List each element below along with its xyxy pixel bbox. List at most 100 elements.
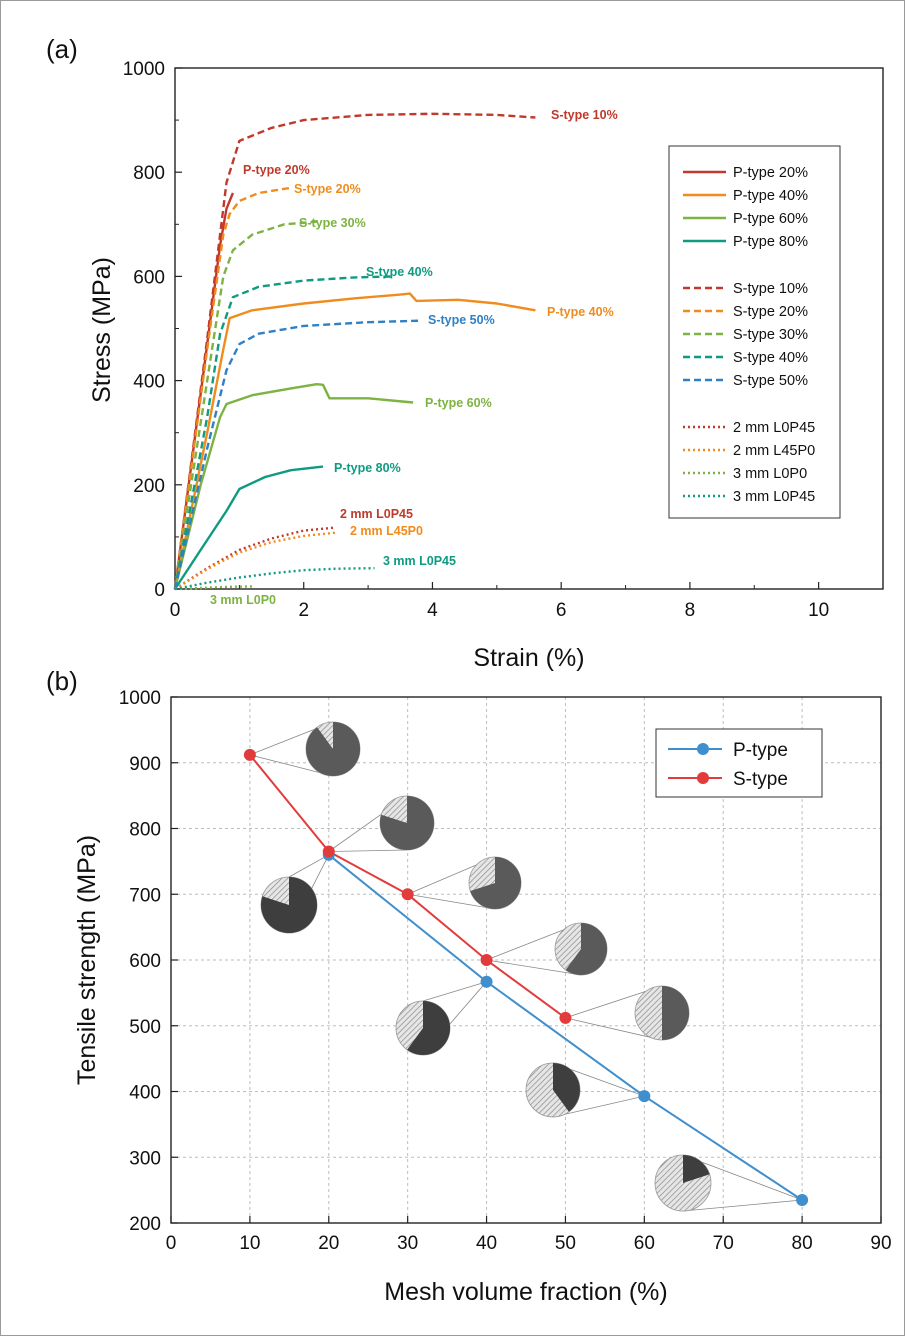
- curve-label: S-type 50%: [428, 313, 495, 327]
- point-s-type: [401, 888, 414, 901]
- curve-label: P-type 60%: [425, 396, 492, 410]
- panel-a-legend: P-type 20% P-type 40% P-type 60% P-type 80%…: [668, 145, 841, 519]
- curve-label: 2 mm L0P45: [340, 507, 413, 521]
- series-line-p-type: [328, 854, 803, 1201]
- x-tick-label: 6: [556, 600, 567, 621]
- inset-solid-sector: [470, 857, 522, 910]
- inset-solid-sector: [261, 877, 318, 934]
- x-tick-label: 20: [318, 1233, 339, 1254]
- legend-entry: S-type 10%: [733, 281, 808, 297]
- y-tick-label: 1000: [119, 688, 161, 709]
- curve-label: P-type 80%: [334, 461, 401, 475]
- curve-label: 3 mm L0P0: [210, 593, 276, 607]
- cross-section-insets: [249, 721, 803, 1212]
- x-tick-label: 10: [239, 1233, 260, 1254]
- legend-box: [655, 728, 823, 798]
- x-tick-label: 90: [870, 1233, 891, 1254]
- panel-b: (b) 200 300 400 500 600 700 800 900 1000 0 10 20 30 40…: [46, 666, 892, 1306]
- curve-p-type-80-: [173, 465, 324, 590]
- x-tick-label: 70: [713, 1233, 734, 1254]
- y-tick-label: 200: [133, 476, 165, 497]
- panel-a: (a) 0 200 400 600 800 1000 0 2 4 6 8 10 Strain (%) Str…: [46, 34, 884, 672]
- x-tick-label: 80: [792, 1233, 813, 1254]
- inset-leader: [552, 1095, 645, 1118]
- y-tick-label: 1000: [123, 59, 165, 80]
- curve-s-type-40-: [173, 275, 394, 590]
- curve-s-type-20-: [173, 186, 292, 590]
- x-axis-label: Mesh volume fraction (%): [384, 1278, 667, 1306]
- curve-label: S-type 40%: [366, 265, 433, 279]
- y-axis-label: Tensile strength (MPa): [73, 835, 101, 1085]
- panel-b-label: (b): [46, 666, 78, 696]
- curve-label: S-type 20%: [294, 182, 361, 196]
- x-tick-label: 30: [397, 1233, 418, 1254]
- inset-solid-sector: [683, 1155, 710, 1183]
- y-tick-label: 300: [129, 1148, 161, 1169]
- x-tick-label: 0: [166, 1233, 177, 1254]
- x-tick-label: 40: [476, 1233, 497, 1254]
- panel-a-curves: P-type 20% P-type 40% P-type 60% P-type 80%…: [173, 108, 618, 607]
- y-tick-label: 400: [129, 1083, 161, 1104]
- legend-entry: P-type 40%: [733, 188, 808, 204]
- y-tick-label: 500: [129, 1017, 161, 1038]
- x-tick-label: 50: [555, 1233, 576, 1254]
- curve-s-type-50-: [173, 319, 420, 590]
- curve-s-type-30-: [173, 220, 317, 590]
- y-tick-label: 0: [154, 580, 165, 601]
- inset-leader: [682, 1199, 803, 1212]
- curve-p-type-20-: [173, 192, 235, 590]
- point-s-type: [322, 845, 335, 858]
- y-tick-label: 400: [133, 372, 165, 393]
- legend-entry: P-type 60%: [733, 211, 808, 227]
- panel-b-series: [243, 748, 809, 1206]
- x-tick-label: 2: [298, 600, 309, 621]
- curve-label: S-type 10%: [551, 108, 618, 122]
- point-s-type: [243, 748, 256, 761]
- y-tick-label: 600: [129, 951, 161, 972]
- curve-label: 3 mm L0P45: [383, 554, 456, 568]
- inset-leader: [682, 1154, 803, 1201]
- x-tick-label: 10: [808, 600, 829, 621]
- y-tick-label: 700: [129, 885, 161, 906]
- legend-entry: S-type: [733, 769, 788, 790]
- inset-solid-sector: [306, 721, 361, 776]
- point-p-type: [480, 975, 493, 988]
- inset-solid-sector: [553, 1063, 580, 1112]
- x-axis-label: Strain (%): [473, 644, 584, 672]
- panel-b-legend: P-type S-type: [655, 728, 823, 798]
- inset-leader: [422, 981, 487, 1002]
- y-tick-label: 900: [129, 754, 161, 775]
- legend-entry: P-type 20%: [733, 165, 808, 181]
- legend-marker: [697, 743, 709, 755]
- legend-entry: P-type 80%: [733, 234, 808, 250]
- curve-p-type-40-: [173, 292, 536, 590]
- inset-leader: [288, 854, 329, 878]
- inset-solid-sector: [379, 796, 434, 851]
- legend-entry: 3 mm L0P45: [733, 489, 815, 505]
- inset-leader: [407, 893, 496, 910]
- curve-label: S-type 30%: [299, 216, 366, 230]
- curve-2-mm-l0p45: [174, 526, 337, 591]
- legend-box: [668, 145, 841, 519]
- x-tick-label: 8: [685, 600, 696, 621]
- curve-3-mm-l0p45: [174, 567, 375, 591]
- legend-entry: P-type: [733, 740, 788, 761]
- inset-leader: [565, 1017, 663, 1041]
- point-s-type: [559, 1011, 572, 1024]
- curve-label: 2 mm L45P0: [350, 524, 423, 538]
- legend-entry: S-type 50%: [733, 373, 808, 389]
- legend-entry: 2 mm L0P45: [733, 420, 815, 436]
- inset-leader: [328, 849, 408, 852]
- curve-p-type-60-: [173, 383, 414, 590]
- legend-entry: 2 mm L45P0: [733, 443, 815, 459]
- x-tick-label: 4: [427, 600, 438, 621]
- y-tick-label: 800: [133, 163, 165, 184]
- curve-label: P-type 20%: [243, 163, 310, 177]
- point-s-type: [480, 954, 493, 966]
- inset-leader: [486, 959, 582, 976]
- curve-2-mm-l45p0: [174, 531, 337, 591]
- x-tick-label: 0: [170, 600, 181, 621]
- legend-entry: S-type 30%: [733, 327, 808, 343]
- inset-solid-sector: [565, 923, 608, 976]
- curve-label: P-type 40%: [547, 305, 614, 319]
